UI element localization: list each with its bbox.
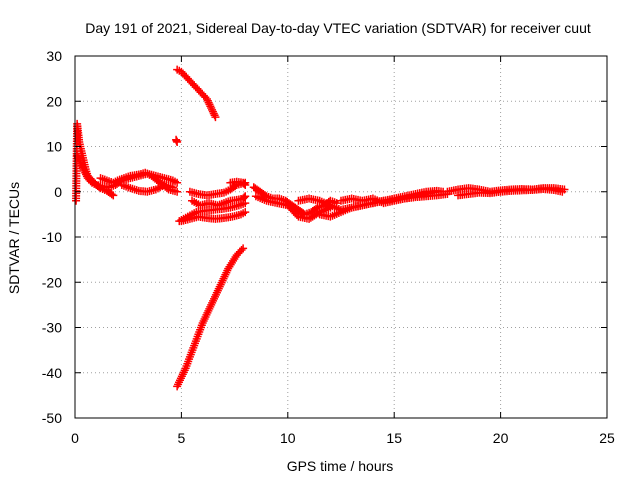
series-arc-i (177, 208, 250, 226)
data-point (205, 100, 214, 109)
data-point (80, 166, 89, 175)
data-point (173, 178, 182, 187)
chart-title: Day 191 of 2021, Sidereal Day-to-day VTE… (85, 20, 591, 36)
data-point (239, 244, 248, 253)
data-point (82, 170, 91, 179)
data-point (241, 192, 250, 201)
data-point (204, 98, 213, 107)
x-tick-label: 10 (280, 430, 296, 446)
data-point (240, 193, 249, 202)
grid (75, 56, 607, 418)
y-tick-label: 30 (46, 48, 62, 64)
x-tick-label: 20 (493, 430, 509, 446)
series-arc-l (226, 177, 250, 189)
data-point (209, 109, 218, 118)
axis-ticks: 0 5 10 15 20 25 -50 -40 -30 -20 -10 0 10 20 30 (42, 48, 615, 446)
y-tick-label: -20 (42, 274, 62, 290)
data-point (432, 187, 441, 196)
y-axis-label: SDTVAR / TECUs (6, 182, 22, 294)
data-point (208, 105, 217, 114)
x-tick-label: 5 (178, 430, 186, 446)
data-point (77, 161, 86, 170)
x-axis-label: GPS time / hours (287, 458, 394, 474)
data-point (207, 104, 216, 113)
data-point (168, 183, 177, 192)
x-tick-label: 25 (599, 430, 615, 446)
series-arc-e (173, 65, 220, 122)
series-arc-n (251, 192, 335, 223)
data-point (81, 168, 90, 177)
y-tick-label: -40 (42, 365, 62, 381)
y-tick-label: -10 (42, 229, 62, 245)
data-point (210, 111, 219, 120)
data-point (79, 165, 88, 174)
data-point (241, 208, 250, 217)
y-tick-label: 20 (46, 93, 62, 109)
data-point (202, 94, 211, 103)
data-point (173, 137, 182, 146)
data-point (173, 187, 182, 196)
y-tick-label: 10 (46, 139, 62, 155)
series-arc-f (172, 135, 182, 146)
data-point (240, 179, 249, 188)
x-tick-label: 15 (386, 430, 402, 446)
data-point (109, 191, 118, 200)
series-arc-d (117, 180, 177, 196)
data-points (72, 65, 569, 391)
series-arc-s (454, 185, 567, 200)
series-arc-g (173, 244, 248, 391)
x-tick-label: 0 (71, 430, 79, 446)
series-arc-q (337, 187, 441, 208)
data-point (76, 159, 85, 168)
data-point (237, 246, 246, 255)
data-point (241, 180, 250, 189)
data-point (211, 113, 220, 122)
y-tick-label: 0 (54, 184, 62, 200)
y-tick-label: -50 (42, 410, 62, 426)
data-point (203, 96, 212, 105)
data-point (206, 102, 215, 111)
data-point (76, 157, 85, 166)
data-point (558, 187, 567, 196)
data-point (107, 190, 116, 199)
series-arc-j (188, 192, 250, 210)
data-point (208, 107, 217, 116)
data-point (241, 199, 250, 208)
data-point (78, 163, 87, 172)
data-point (75, 156, 84, 165)
y-tick-label: -30 (42, 320, 62, 336)
